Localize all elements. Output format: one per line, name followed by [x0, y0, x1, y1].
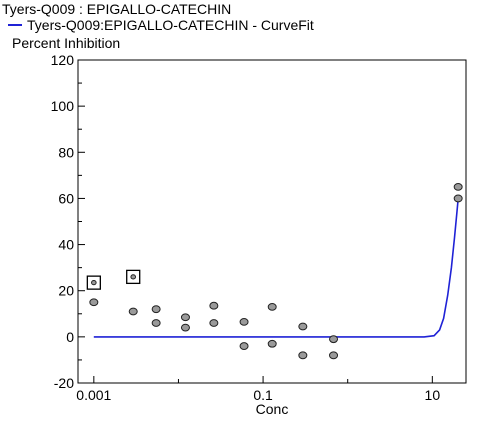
- x-axis-label: Conc: [256, 401, 289, 417]
- y-tick-label: 40: [58, 237, 74, 253]
- x-tick-label: 10: [425, 387, 441, 403]
- y-tick-label: -20: [54, 375, 74, 391]
- excluded-point: [130, 274, 137, 280]
- data-point: [453, 182, 463, 191]
- x-tick-label: 0.1: [253, 387, 273, 403]
- y-axis-label: Percent Inhibition: [12, 35, 121, 51]
- legend-label-curvefit: Tyers-Q009:EPIGALLO-CATECHIN - CurveFit: [27, 17, 314, 33]
- data-point: [329, 335, 339, 344]
- data-point: [453, 194, 463, 203]
- data-point: [180, 313, 190, 322]
- y-tick-label: 120: [51, 52, 75, 68]
- data-point: [128, 307, 138, 316]
- x-tick-label: 0.001: [76, 387, 111, 403]
- data-point: [267, 339, 277, 348]
- y-tick-label: 100: [51, 98, 75, 114]
- data-point: [209, 301, 219, 310]
- excluded-point-box: [86, 275, 101, 290]
- y-tick-label: 0: [66, 329, 74, 345]
- data-point: [239, 342, 249, 350]
- curve-fit: [93, 198, 459, 338]
- curve-fit-line: [93, 198, 459, 338]
- excluded-point: [91, 280, 97, 286]
- data-point: [239, 317, 249, 326]
- legend: Tyers-Q009:EPIGALLO-CATECHIN - CurveFit: [8, 17, 314, 33]
- data-points: [86, 182, 463, 360]
- data-point: [209, 319, 219, 327]
- y-tick-label: 80: [58, 144, 74, 160]
- excluded-point-box: [126, 269, 141, 285]
- data-point: [267, 302, 277, 311]
- plot-frame: [77, 59, 467, 384]
- data-point: [151, 305, 161, 314]
- y-tick-label: 20: [58, 283, 74, 299]
- data-point: [89, 298, 99, 307]
- y-tick-label: 60: [58, 190, 74, 206]
- chart-title: Tyers-Q009 : EPIGALLO-CATECHIN: [2, 1, 232, 17]
- data-point: [298, 322, 308, 331]
- legend-swatch-curvefit: [8, 24, 22, 27]
- data-point: [151, 319, 161, 327]
- axes: -20 0 20 40 60 80 100 120 0.001 0.1 10: [51, 52, 467, 403]
- data-point: [329, 351, 339, 360]
- data-point: [180, 323, 190, 332]
- data-point: [298, 351, 308, 360]
